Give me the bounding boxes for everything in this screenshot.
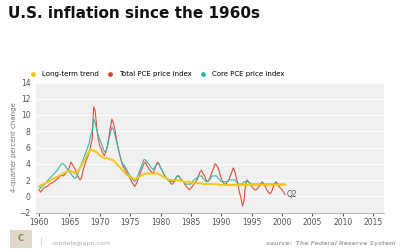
- Text: source:  The Federal Reserve System: source: The Federal Reserve System: [266, 240, 396, 246]
- Legend: Long-term trend, Total PCE price index, Core PCE price index: Long-term trend, Total PCE price index, …: [24, 68, 287, 80]
- Text: U.S. inflation since the 1960s: U.S. inflation since the 1960s: [8, 6, 260, 21]
- Text: C: C: [18, 234, 24, 243]
- Text: |: |: [40, 236, 43, 246]
- Text: cointelegraph.com: cointelegraph.com: [52, 240, 111, 246]
- Text: Q2: Q2: [286, 190, 297, 199]
- Y-axis label: 4-quarter percent change: 4-quarter percent change: [10, 102, 16, 192]
